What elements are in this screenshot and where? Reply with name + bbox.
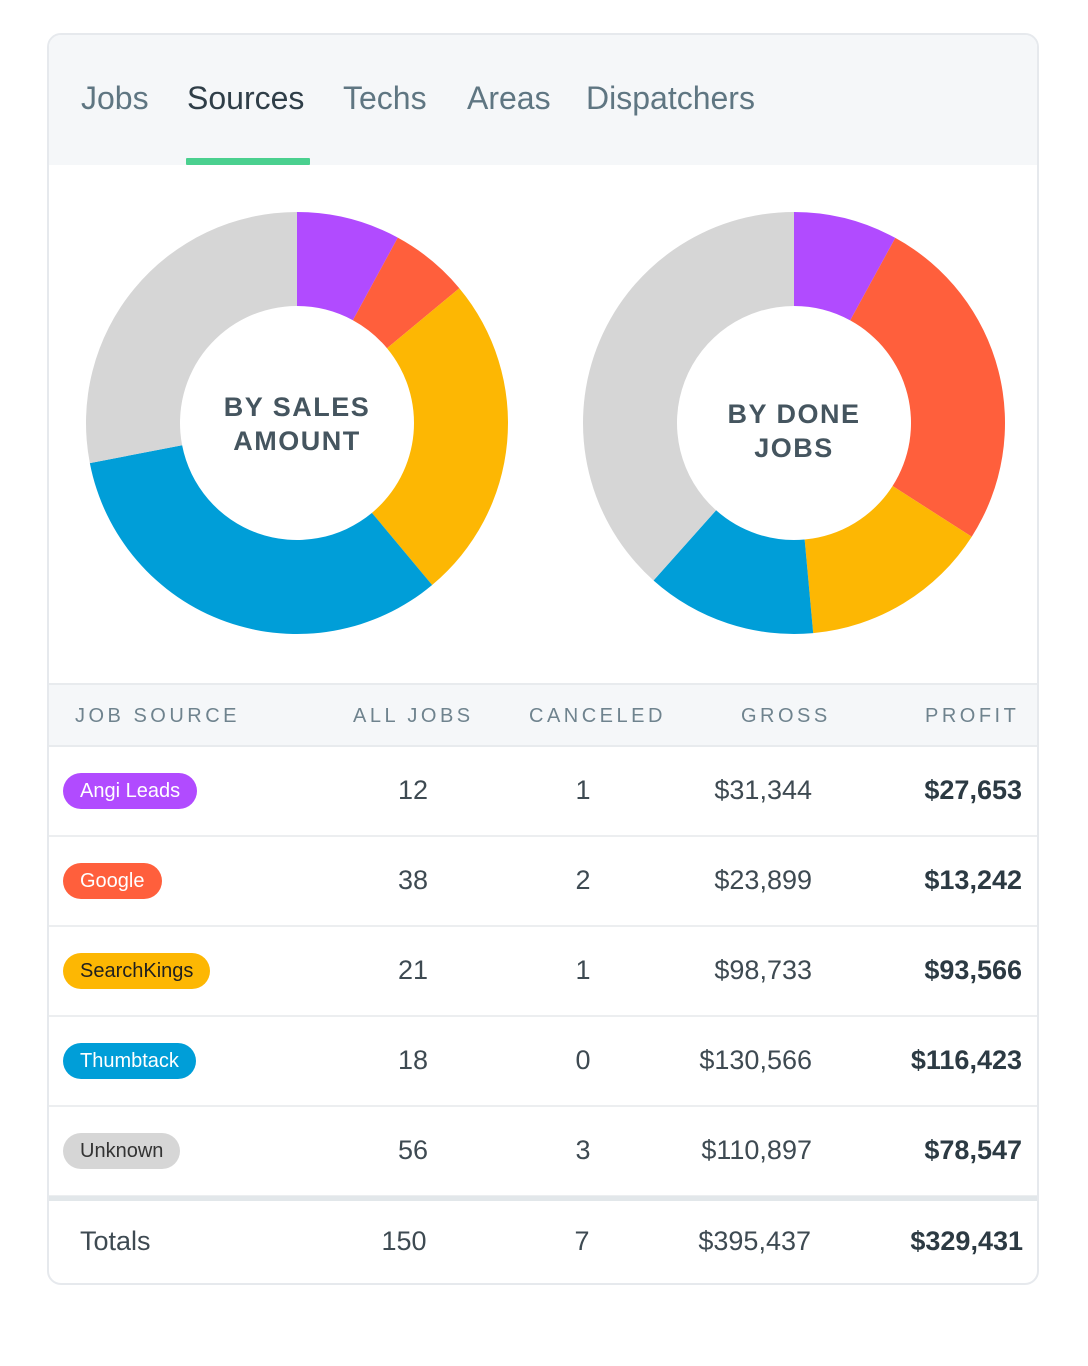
sales-donut-label-line1: BY SALES [223, 392, 371, 422]
canceled-cell: 1 [575, 955, 591, 985]
source-badge[interactable]: Unknown [63, 1133, 181, 1169]
source-badge[interactable]: Google [63, 863, 162, 899]
donut-slice-google[interactable] [352, 237, 460, 349]
profit-cell: $27,653 [924, 775, 1022, 805]
table-row[interactable]: Google 38 2 $23,899 $13,242 [49, 837, 1037, 927]
column-header-job-source[interactable]: JOB SOURCE [75, 705, 241, 727]
tab-sources[interactable]: Sources [187, 80, 305, 116]
source-badge[interactable]: SearchKings [63, 953, 211, 989]
donut-slice-searchkings[interactable] [804, 486, 972, 634]
donut-slice-searchkings[interactable] [371, 288, 508, 586]
all-jobs-cell: 21 [397, 955, 429, 985]
donut-slice-angi-leads[interactable] [794, 212, 896, 321]
column-header-all-jobs[interactable]: ALL JOBS [353, 705, 474, 727]
profit-cell: $78,547 [924, 1135, 1022, 1165]
active-tab-indicator [186, 158, 310, 165]
donut-slice-unknown[interactable] [85, 212, 297, 464]
jobs-donut-label-line1: BY DONE [727, 399, 861, 429]
tab-jobs[interactable]: Jobs [81, 80, 149, 116]
done-jobs-donut-chart [582, 212, 1005, 634]
donut-slice-angi-leads[interactable] [297, 212, 398, 321]
source-badge[interactable]: Angi Leads [63, 773, 198, 809]
column-header-gross[interactable]: GROSS [741, 705, 831, 727]
table-row[interactable]: Angi Leads 12 1 $31,344 $27,653 [49, 747, 1037, 837]
sales-amount-donut-chart [85, 212, 508, 634]
jobs-donut-label-line2: JOBS [754, 433, 834, 463]
profit-cell: $13,242 [924, 865, 1022, 895]
totals-row: Totals 150 7 $395,437 $329,431 [49, 1196, 1037, 1283]
sales-donut-center-label: BY SALES AMOUNT [197, 390, 397, 458]
canceled-cell: 0 [575, 1045, 591, 1075]
tab-areas[interactable]: Areas [467, 80, 551, 116]
totals-label: Totals [80, 1226, 151, 1256]
source-badge[interactable]: Thumbtack [63, 1043, 196, 1079]
donut-slice-thumbtack[interactable] [89, 445, 433, 634]
gross-cell: $110,897 [701, 1135, 812, 1165]
profit-cell: $116,423 [910, 1045, 1022, 1075]
table-header: JOB SOURCE ALL JOBS CANCELED GROSS PROFI… [49, 683, 1037, 747]
all-jobs-cell: 38 [397, 865, 429, 895]
table-row[interactable]: Unknown 56 3 $110,897 $78,547 [49, 1107, 1037, 1197]
totals-gross: $395,437 [698, 1226, 811, 1256]
donut-slice-unknown[interactable] [582, 212, 794, 581]
tab-dispatchers[interactable]: Dispatchers [586, 80, 755, 116]
canceled-cell: 3 [575, 1135, 591, 1165]
gross-cell: $130,566 [699, 1045, 812, 1075]
table-row[interactable]: Thumbtack 18 0 $130,566 $116,423 [49, 1017, 1037, 1107]
donut-slice-thumbtack[interactable] [653, 510, 814, 634]
gross-cell: $98,733 [714, 955, 812, 985]
gross-cell: $23,899 [714, 865, 812, 895]
table-row[interactable]: SearchKings 21 1 $98,733 $93,566 [49, 927, 1037, 1017]
gross-cell: $31,344 [714, 775, 812, 805]
tab-bar: Jobs Sources Techs Areas Dispatchers [49, 35, 1037, 165]
profit-cell: $93,566 [924, 955, 1022, 985]
jobs-donut-center-label: BY DONE JOBS [694, 397, 894, 465]
sources-report-card: Jobs Sources Techs Areas Dispatchers BY … [47, 33, 1039, 1285]
canceled-cell: 1 [575, 775, 591, 805]
column-header-profit[interactable]: PROFIT [925, 705, 1020, 727]
sales-donut-label-line2: AMOUNT [233, 426, 361, 456]
totals-canceled: 7 [574, 1226, 590, 1256]
donut-slice-google[interactable] [850, 237, 1005, 537]
column-header-canceled[interactable]: CANCELED [529, 705, 666, 727]
charts-area: BY SALES AMOUNT BY DONE JOBS [49, 165, 1037, 683]
totals-profit: $329,431 [910, 1226, 1023, 1256]
tab-techs[interactable]: Techs [343, 80, 427, 116]
canceled-cell: 2 [575, 865, 591, 895]
all-jobs-cell: 12 [397, 775, 429, 805]
totals-all-jobs: 150 [381, 1226, 427, 1256]
all-jobs-cell: 56 [397, 1135, 429, 1165]
all-jobs-cell: 18 [397, 1045, 429, 1075]
